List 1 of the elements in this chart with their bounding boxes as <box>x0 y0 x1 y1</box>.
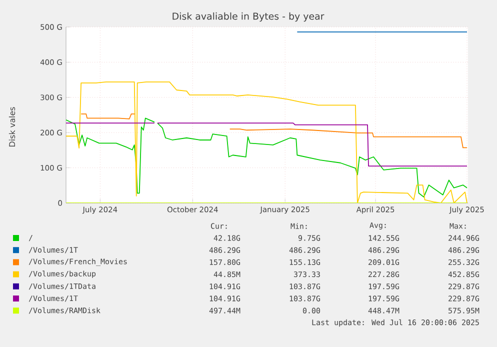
chart-title: Disk avaliable in Bytes - by year <box>172 12 324 22</box>
